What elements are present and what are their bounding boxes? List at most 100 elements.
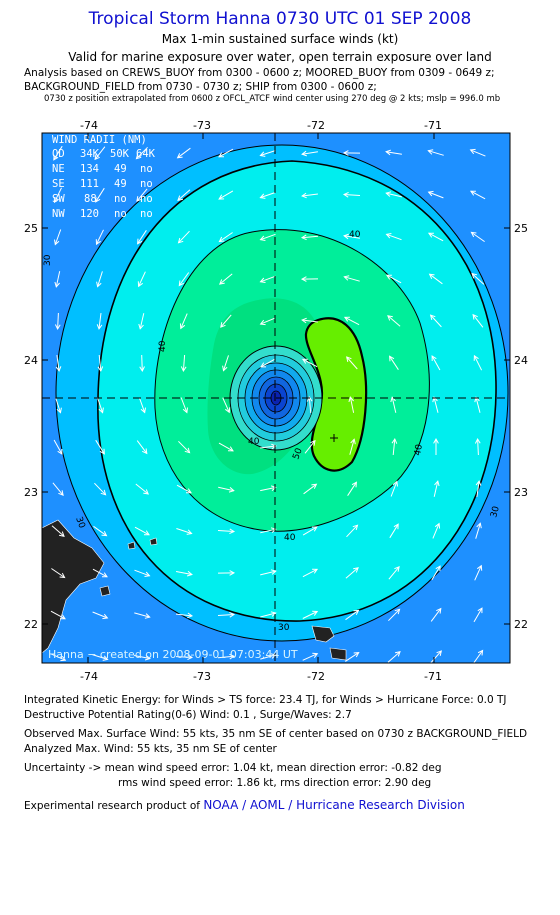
wind-arrow-head (98, 407, 104, 414)
wind-arrow-head (431, 355, 437, 362)
wind-arrow (92, 568, 108, 578)
wind-arrow (136, 188, 148, 202)
svg-text:88: 88 (84, 193, 97, 205)
wind-arrow-head (53, 197, 59, 204)
wind-arrow-head (187, 654, 194, 661)
wind-arrow-head (387, 315, 393, 321)
wind-arrow (182, 354, 186, 372)
wind-radii-row: NW 120 no no (52, 208, 153, 220)
observed-max-wind: Observed Max. Surface Wind: 55 kts, 35 n… (24, 728, 528, 740)
wind-arrow (389, 523, 399, 539)
wind-arrow (178, 440, 190, 454)
wind-arrow (345, 609, 359, 621)
wind-arrow-head (306, 395, 313, 402)
wind-arrow (260, 150, 276, 156)
wind-radii-col-64k: 64K (136, 148, 156, 160)
wind-arrow-head (348, 396, 354, 403)
wind-arrow (218, 486, 234, 492)
wind-arrow-head (186, 529, 193, 535)
wind-arrow (303, 483, 317, 495)
aoml-link[interactable]: NOAA / AOML / Hurricane Research Divisio… (203, 798, 465, 812)
wind-arrow (344, 235, 360, 239)
wind-arrow (260, 528, 276, 534)
wind-arrow-head (220, 322, 226, 328)
wind-arrow-head (54, 281, 60, 288)
wind-arrow (178, 272, 190, 286)
wind-arrow-head (350, 438, 356, 445)
wind-arrow-head (229, 570, 236, 576)
svg-text:NW: NW (52, 208, 65, 220)
wind-arrow-head (179, 323, 186, 330)
wind-arrow (260, 486, 276, 492)
wind-arrow (302, 358, 318, 368)
wind-arrow-head (474, 437, 481, 444)
wind-arrow (96, 229, 104, 245)
wind-arrow-head (102, 613, 109, 620)
wind-arrow-head (343, 233, 349, 240)
y-tick-left: 24 (24, 354, 38, 367)
wind-arrow-head (100, 489, 107, 496)
wind-arrow-head (311, 483, 318, 489)
wind-arrow-head (385, 191, 392, 197)
wind-arrow (218, 148, 234, 158)
wind-arrow-head (99, 448, 105, 455)
contour-label-30-west: 30 (43, 254, 53, 266)
wind-arrow-head (270, 653, 277, 659)
wind-arrow (476, 481, 480, 497)
wind-arrow-head (144, 613, 151, 619)
wind-arrow-head (385, 233, 392, 239)
svg-text:no: no (140, 178, 153, 190)
wind-radii-col-50k: 50K (110, 148, 130, 160)
wind-arrow (219, 273, 233, 285)
wind-arrow (175, 613, 193, 617)
wind-arrow-head (56, 407, 62, 414)
wind-arrow-head (94, 154, 100, 161)
x-tick-bottom: -71 (424, 670, 442, 683)
wind-arrow (260, 445, 276, 449)
wind-radii-row: SE 111 49 no (52, 178, 153, 190)
wind-arrow-head (343, 316, 350, 322)
wind-arrow-head (260, 362, 266, 368)
wind-arrow (217, 614, 235, 616)
wind-arrow-head (436, 650, 442, 657)
wind-arrow-head (102, 655, 109, 661)
wind-arrow (302, 611, 318, 619)
uncertainty-line-1: Uncertainty -> mean wind speed error: 1.… (24, 762, 442, 774)
svg-text:49: 49 (114, 163, 127, 175)
wind-arrow (302, 653, 318, 661)
wind-arrow (134, 569, 150, 577)
wind-arrow (428, 150, 444, 156)
svg-text:no: no (140, 193, 153, 205)
wind-arrow (387, 651, 401, 663)
svg-text:111: 111 (80, 178, 99, 190)
wind-arrow (218, 442, 234, 452)
wind-arrow (470, 149, 486, 157)
wind-arrow (470, 190, 486, 200)
wind-arrow-head (271, 443, 277, 450)
wind-arrow-head (229, 528, 236, 535)
wind-arrow-head (394, 565, 400, 572)
wind-arrow (343, 194, 361, 196)
wind-arrow (302, 526, 318, 536)
wind-arrow-head (259, 151, 266, 157)
wind-arrow-head (342, 150, 349, 156)
wind-arrow (472, 314, 484, 328)
contour-label-40-north: 40 (349, 230, 361, 240)
wind-arrow (55, 271, 61, 287)
wind-arrow (430, 314, 442, 328)
wind-arrow-head (135, 153, 142, 160)
wind-arrow-head (229, 611, 236, 618)
wind-arrow-head (141, 448, 148, 455)
max-wind-marker (330, 434, 338, 442)
wind-arrow-head (393, 523, 399, 530)
wind-arrow (217, 655, 235, 659)
wind-arrow (475, 397, 481, 413)
wind-arrow (302, 151, 318, 155)
wind-arrow (433, 481, 439, 497)
contour-label-50: 50 (291, 447, 304, 461)
wind-arrow-head (187, 612, 194, 619)
x-tick-top: -71 (424, 119, 442, 132)
wind-arrow (386, 151, 402, 155)
wind-arrow-head (228, 487, 235, 493)
contour-label-30-sw: 30 (73, 516, 86, 530)
